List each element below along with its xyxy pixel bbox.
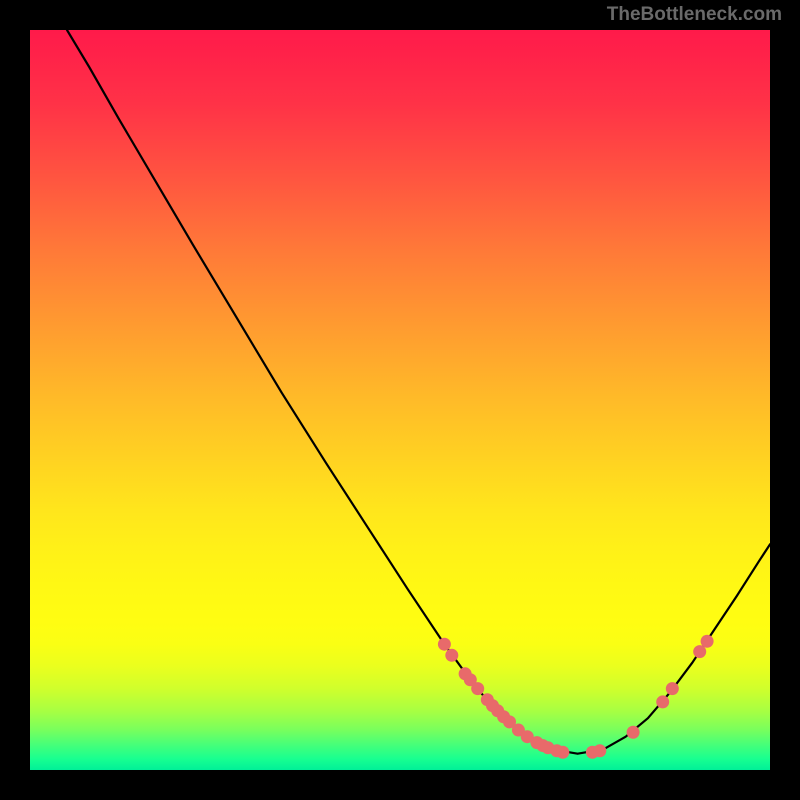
chart-container (30, 30, 770, 770)
bottleneck-chart (30, 30, 770, 770)
scatter-point (445, 649, 458, 662)
scatter-point (438, 638, 451, 651)
watermark-text: TheBottleneck.com (607, 4, 782, 26)
scatter-point (701, 635, 714, 648)
scatter-point (627, 726, 640, 739)
scatter-point (666, 682, 679, 695)
scatter-point (556, 746, 569, 759)
scatter-point (593, 744, 606, 757)
chart-background (30, 30, 770, 770)
scatter-point (471, 682, 484, 695)
scatter-point (656, 695, 669, 708)
